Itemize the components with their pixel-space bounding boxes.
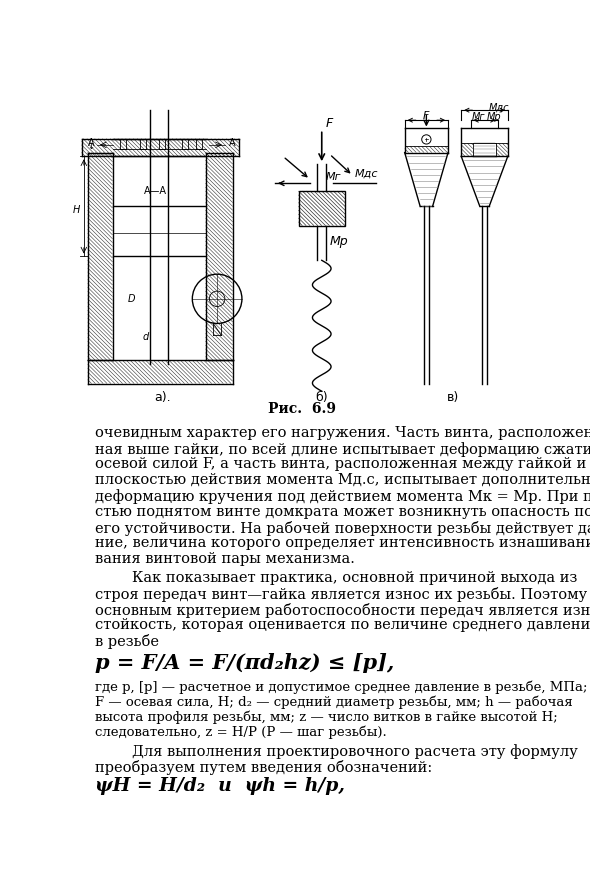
Text: ψH = H/d₂  и  ψh = h/p,: ψH = H/d₂ и ψh = h/p,: [96, 777, 345, 795]
Text: в резьбе: в резьбе: [96, 634, 159, 649]
Text: вания винтовой пары механизма.: вания винтовой пары механизма.: [96, 552, 355, 566]
Text: его устойчивости. На рабочей поверхности резьбы действует давле-: его устойчивости. На рабочей поверхности…: [96, 521, 590, 535]
Text: p = F/A = F/(πd₂hz) ≤ [p],: p = F/A = F/(πd₂hz) ≤ [p],: [96, 653, 395, 673]
Text: строя передач винт—гайка является износ их резьбы. Поэтому: строя передач винт—гайка является износ …: [96, 587, 588, 602]
Text: ↓: ↓: [87, 143, 94, 152]
Text: H: H: [73, 206, 80, 215]
Text: F — осевая сила, Н; d₂ — средний диаметр резьбы, мм; h — рабочая: F — осевая сила, Н; d₂ — средний диаметр…: [96, 696, 573, 710]
Text: Mр: Mр: [329, 235, 348, 247]
Text: Mр: Mр: [487, 113, 502, 122]
Text: основным критерием работоспособности передач является износо-: основным критерием работоспособности пер…: [96, 602, 590, 618]
Text: Mдс: Mдс: [355, 169, 378, 179]
Text: F: F: [423, 111, 430, 120]
Text: деформацию кручения под действием момента Mк = Mр. При полно-: деформацию кручения под действием момент…: [96, 489, 590, 504]
Text: Как показывает практика, основной причиной выхода из: Как показывает практика, основной причин…: [96, 571, 578, 585]
Text: преобразуем путем введения обозначений:: преобразуем путем введения обозначений:: [96, 759, 432, 774]
Text: стью поднятом винте домкрата может возникнуть опасность потери: стью поднятом винте домкрата может возни…: [96, 505, 590, 519]
Text: D: D: [128, 294, 136, 304]
Text: ная выше гайки, по всей длине испытывает деформацию сжатия: ная выше гайки, по всей длине испытывает…: [96, 441, 590, 456]
Text: Mг: Mг: [471, 113, 485, 122]
Text: осевой силой F, а часть винта, расположенная между гайкой и: осевой силой F, а часть винта, расположе…: [96, 457, 587, 471]
Text: А—А: А—А: [143, 186, 166, 196]
Text: очевидным характер его нагружения. Часть винта, расположен-: очевидным характер его нагружения. Часть…: [96, 426, 590, 439]
Text: A: A: [230, 138, 236, 148]
Text: где p, [p] — расчетное и допустимое среднее давление в резьбе, МПа;: где p, [p] — расчетное и допустимое сред…: [96, 680, 588, 695]
Text: плоскостью действия момента Mд.с, испытывает дополнительно: плоскостью действия момента Mд.с, испыты…: [96, 473, 590, 487]
Text: в): в): [447, 391, 460, 404]
Text: следовательно, z = H/P (P — шаг резьбы).: следовательно, z = H/P (P — шаг резьбы).: [96, 726, 387, 739]
Text: d: d: [143, 332, 149, 342]
Text: F: F: [326, 117, 333, 129]
Text: Рис.  6.9: Рис. 6.9: [268, 402, 336, 416]
Text: ние, величина которого определяет интенсивность изнашивания: ние, величина которого определяет интенс…: [96, 536, 590, 550]
Text: Mг: Mг: [326, 172, 341, 183]
Text: A: A: [87, 138, 94, 148]
Text: б): б): [316, 391, 328, 404]
Text: высота профиля резьбы, мм; z — число витков в гайке высотой H;: высота профиля резьбы, мм; z — число вит…: [96, 711, 558, 724]
Text: а).: а).: [155, 391, 171, 404]
Text: стойкость, которая оценивается по величине среднего давления: стойкость, которая оценивается по величи…: [96, 618, 590, 633]
Text: Для выполнения проектировочного расчета эту формулу: Для выполнения проектировочного расчета …: [96, 744, 578, 758]
Text: Mдс: Mдс: [489, 103, 509, 113]
Bar: [299, 191, 345, 226]
